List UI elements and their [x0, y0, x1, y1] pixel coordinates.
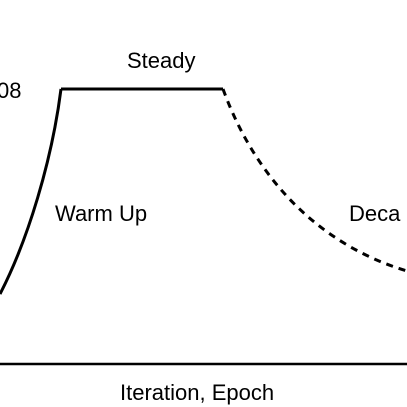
decay-label: Deca — [349, 201, 401, 226]
warmup-label: Warm Up — [55, 201, 147, 226]
steady-label: Steady — [127, 48, 196, 73]
warmup-curve — [0, 88, 63, 295]
x-axis-label: Iteration, Epoch — [120, 380, 274, 405]
y-tick-label: 08 — [0, 78, 21, 103]
decay-curve — [221, 88, 407, 273]
